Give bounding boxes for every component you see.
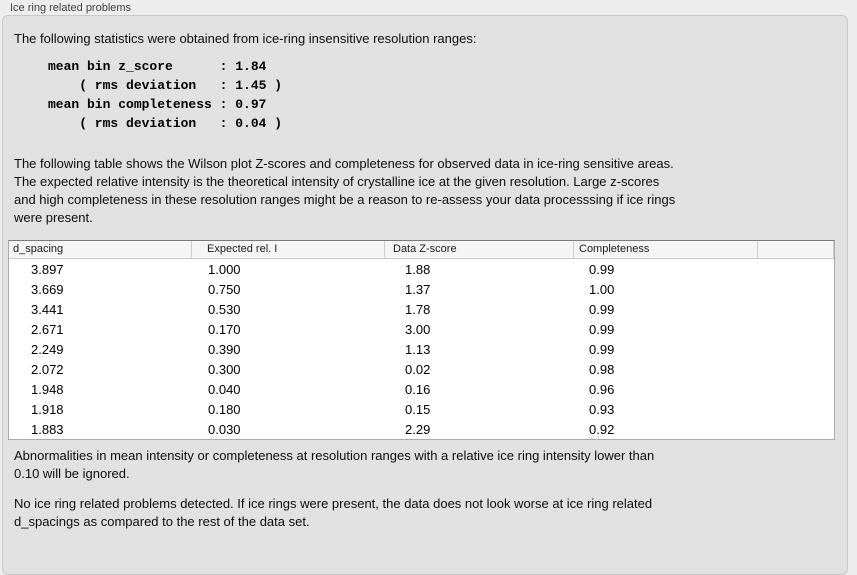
table-cell: 0.15 xyxy=(405,401,431,417)
table-cell: 1.918 xyxy=(31,401,64,417)
table-row[interactable]: 3.669 0.750 1.37 1.00 xyxy=(9,279,834,299)
table-cell: 0.390 xyxy=(208,341,241,357)
column-header-d-spacing[interactable]: d_spacing xyxy=(9,241,192,258)
table-row[interactable]: 1.883 0.030 2.29 0.92 xyxy=(9,419,834,439)
column-header-expected-rel-i[interactable]: Expected rel. I xyxy=(192,241,385,258)
table-cell: 0.030 xyxy=(208,421,241,437)
panel-title: Ice ring related problems xyxy=(10,2,132,14)
table-cell: 0.96 xyxy=(589,381,615,397)
table-cell: 1.13 xyxy=(405,341,431,357)
table-cell: 1.00 xyxy=(589,281,615,297)
table-cell: 3.441 xyxy=(31,301,64,317)
table-cell: 0.170 xyxy=(208,321,241,337)
table-description-text: The following table shows the Wilson plo… xyxy=(14,156,676,225)
column-header-completeness[interactable]: Completeness xyxy=(574,241,758,258)
table-cell: 3.00 xyxy=(405,321,431,337)
table-cell: 0.99 xyxy=(589,321,615,337)
table-cell: 0.99 xyxy=(589,341,615,357)
conclusion-text: No ice ring related problems detected. I… xyxy=(14,496,653,529)
table-cell: 1.948 xyxy=(31,381,64,397)
table-cell: 0.99 xyxy=(589,301,615,317)
table-cell: 1.883 xyxy=(31,421,64,437)
ignore-note-text: Abnormalities in mean intensity or compl… xyxy=(14,448,655,481)
table-cell: 3.669 xyxy=(31,281,64,297)
table-row[interactable]: 2.671 0.170 3.00 0.99 xyxy=(9,319,834,339)
table-cell: 0.02 xyxy=(405,361,431,377)
table-cell: 0.040 xyxy=(208,381,241,397)
table-row[interactable]: 3.897 1.000 1.88 0.99 xyxy=(9,259,834,279)
table-cell: 1.88 xyxy=(405,261,431,277)
table-cell: 1.37 xyxy=(405,281,431,297)
table-cell: 0.99 xyxy=(589,261,615,277)
table-row[interactable]: 1.948 0.040 0.16 0.96 xyxy=(9,379,834,399)
table-cell: 0.93 xyxy=(589,401,615,417)
table-cell: 0.98 xyxy=(589,361,615,377)
table-cell: 1.000 xyxy=(208,261,241,277)
table-cell: 3.897 xyxy=(31,261,64,277)
table-cell: 0.180 xyxy=(208,401,241,417)
table-cell: 2.249 xyxy=(31,341,64,357)
table-cell: 2.072 xyxy=(31,361,64,377)
table-cell: 2.29 xyxy=(405,421,431,437)
ice-ring-table: d_spacing Expected rel. I Data Z-score C… xyxy=(8,240,835,440)
table-cell: 0.300 xyxy=(208,361,241,377)
table-cell: 1.78 xyxy=(405,301,431,317)
intro-text: The following statistics were obtained f… xyxy=(14,31,477,46)
column-header-data-z-score[interactable]: Data Z-score xyxy=(385,241,574,258)
statistics-block: mean bin z_score : 1.84 ( rms deviation … xyxy=(48,59,283,131)
table-row[interactable]: 2.249 0.390 1.13 0.99 xyxy=(9,339,834,359)
table-cell: 0.750 xyxy=(208,281,241,297)
table-row[interactable]: 1.918 0.180 0.15 0.93 xyxy=(9,399,834,419)
column-header-filler xyxy=(758,241,834,258)
table-cell: 0.92 xyxy=(589,421,615,437)
table-cell: 0.16 xyxy=(405,381,431,397)
table-row[interactable]: 3.441 0.530 1.78 0.99 xyxy=(9,299,834,319)
table-cell: 2.671 xyxy=(31,321,64,337)
table-cell: 0.530 xyxy=(208,301,241,317)
table-header-row: d_spacing Expected rel. I Data Z-score C… xyxy=(9,241,834,259)
table-row[interactable]: 2.072 0.300 0.02 0.98 xyxy=(9,359,834,379)
table-body: 3.897 1.000 1.88 0.99 3.669 0.750 1.37 1.00 3.44… xyxy=(9,259,834,439)
